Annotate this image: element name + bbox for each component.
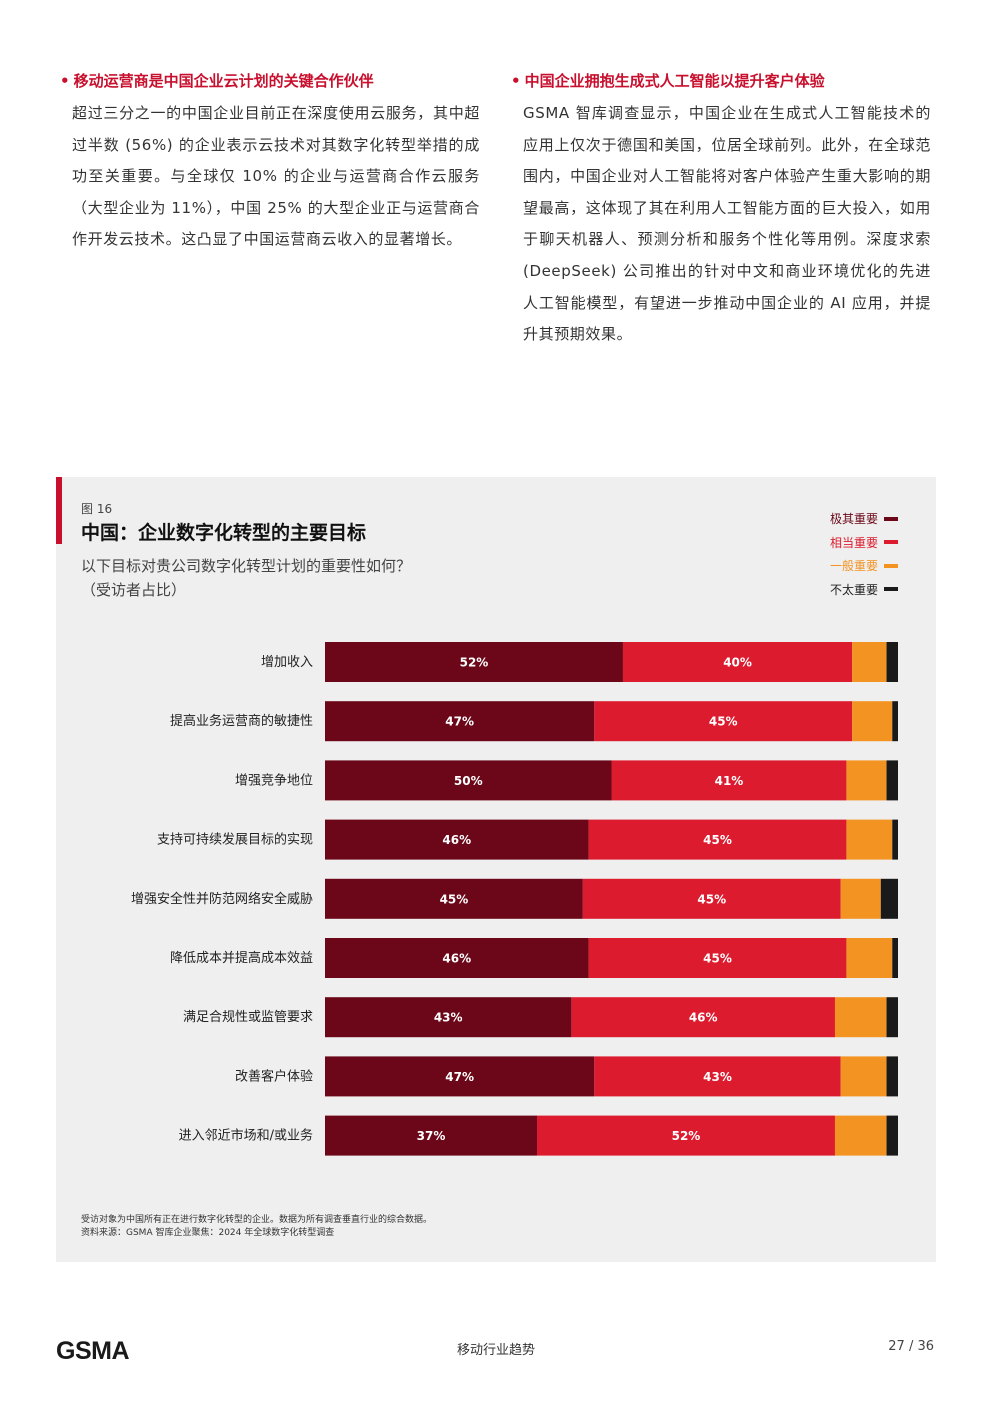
legend-label: 一般重要: [829, 559, 878, 574]
footer-title: 移动行业趋势: [456, 1343, 535, 1358]
data-label: 43%: [703, 1070, 732, 1084]
data-label: 52%: [460, 656, 489, 670]
bar-segment: [537, 1115, 835, 1156]
bar-segment: [892, 938, 898, 978]
legend-label: 不太重要: [829, 582, 878, 597]
bar-segment: [892, 701, 898, 742]
legend-label: 相当重要: [829, 535, 878, 550]
bar-segment: [886, 997, 898, 1038]
data-label: 50%: [454, 774, 483, 788]
data-label: 52%: [672, 1129, 701, 1143]
right-body: GSMA 智库调查显示，中国企业在生成式人工智能技术的应用上仅次于德国和美国，位…: [523, 104, 931, 344]
bar-segment: [886, 642, 898, 682]
data-label: 47%: [445, 1070, 474, 1084]
figure-subtitle-line1: 以下目标对贵公司数字化转型计划的重要性如何？: [81, 557, 412, 575]
bar-segment: [325, 878, 583, 919]
data-label: 47%: [445, 715, 474, 729]
category-label: 降低成本并提高成本效益: [170, 950, 313, 966]
bar-segment: [834, 1115, 887, 1156]
gsma-logo: GSMA: [56, 1338, 130, 1362]
bar-segment: [852, 701, 893, 742]
bar-segment: [840, 878, 881, 919]
figure-footnote: 受访对象为中国所有正在进行数字化转型的企业。数据为所有调查垂直行业的综合数据。 …: [81, 1214, 432, 1240]
bar-segment: [325, 760, 612, 801]
legend-label: 极其重要: [829, 512, 878, 527]
bar-segment: [582, 878, 841, 919]
data-label: 40%: [723, 656, 752, 670]
bar-segment: [325, 938, 589, 978]
bar-segment: [846, 938, 893, 978]
right-column: • 中国企业拥抱生成式人工智能以提升客户体验 GSMA 智库调查显示，中国企业在生…: [511, 70, 931, 351]
stacked-bar-chart: 增加收入 52% 40% 提高业务运营商的敏捷性 47% 45% 增强竞争地位 50% 41% 支…: [131, 642, 898, 1156]
legend-item: 不太重要: [830, 578, 898, 602]
bar-segment: [840, 1056, 887, 1097]
figure-panel: 图 16 中国：企业数字化转型的主要目标 以下目标对贵公司数字化转型计划的重要性…: [56, 477, 936, 1262]
legend-item: 极其重要: [830, 507, 898, 531]
figure-number: 图 16: [81, 502, 113, 516]
left-heading: • 移动运营商是中国企业云计划的关键合作伙伴: [60, 72, 374, 90]
legend-item: 一般重要: [830, 554, 898, 578]
bar-segment: [611, 760, 847, 801]
data-label: 45%: [703, 833, 732, 847]
category-label: 提高业务运营商的敏捷性: [170, 713, 313, 729]
bar-segment: [892, 819, 898, 860]
bar-segment: [886, 1056, 898, 1097]
bar-segment: [325, 997, 572, 1038]
bar-segment: [886, 1115, 898, 1156]
footnote-line1: 受访对象为中国所有正在进行数字化转型的企业。数据为所有调查垂直行业的综合数据。: [81, 1215, 433, 1225]
bullet: •: [511, 72, 521, 90]
left-column: • 移动运营商是中国企业云计划的关键合作伙伴 超过三分之一的中国企业目前正在深度使…: [60, 70, 480, 256]
data-label: 46%: [442, 833, 471, 847]
figure-accent-bar: [56, 477, 62, 544]
bar-segment: [588, 819, 847, 860]
legend-item: 相当重要: [830, 531, 898, 555]
bar-segment: [852, 642, 887, 682]
figure-title: 中国：企业数字化转型的主要目标: [81, 522, 367, 544]
bar-segment: [834, 997, 887, 1038]
data-label: 45%: [709, 715, 738, 729]
bar-segment: [325, 819, 589, 860]
data-label: 46%: [442, 952, 471, 966]
figure-subtitle-line2: （受访者占比）: [81, 581, 187, 599]
bar-segment: [594, 1056, 841, 1097]
category-label: 增强竞争地位: [235, 772, 313, 788]
figure-subtitle: 以下目标对贵公司数字化转型计划的重要性如何？ （受访者占比）: [81, 554, 501, 602]
category-label: 进入邻近市场和/或业务: [179, 1128, 313, 1144]
right-heading: • 中国企业拥抱生成式人工智能以提升客户体验: [511, 72, 825, 90]
left-body: 超过三分之一的中国企业目前正在深度使用云服务，其中超过半数 (56%) 的企业表…: [72, 104, 480, 249]
bar-segment: [622, 642, 853, 682]
bullet: •: [60, 72, 70, 90]
bar-segment: [325, 701, 595, 742]
data-label: 45%: [703, 952, 732, 966]
legend-swatch: [884, 540, 898, 545]
bar-segment: [588, 938, 847, 978]
bar-segment: [571, 997, 835, 1038]
bar-segment: [846, 760, 887, 801]
data-label: 43%: [434, 1011, 463, 1025]
bar-segment: [886, 760, 898, 801]
category-label: 满足合规性或监管要求: [183, 1010, 313, 1025]
legend-swatch: [884, 587, 898, 592]
bar-segment: [594, 701, 853, 742]
legend-swatch: [884, 516, 898, 521]
category-label: 增强安全性并防范网络安全威胁: [131, 891, 313, 907]
page-number: 27 / 36: [888, 1339, 934, 1354]
data-label: 45%: [697, 892, 726, 906]
bar-segment: [880, 878, 898, 919]
legend-swatch: [884, 563, 898, 568]
bar-segment: [846, 819, 893, 860]
bar-segment: [325, 1056, 595, 1097]
data-label: 41%: [715, 774, 744, 788]
category-label: 增加收入: [261, 655, 313, 670]
category-label: 改善客户体验: [235, 1068, 313, 1084]
bar-segment: [325, 642, 623, 682]
chart-legend: 极其重要相当重要一般重要不太重要: [830, 507, 898, 601]
bar-segment: [325, 1115, 538, 1156]
svg-text:GSMA: GSMA: [56, 1338, 129, 1362]
data-label: 45%: [440, 892, 469, 906]
footnote-source: 资料来源：GSMA 智库企业聚焦：2024 年全球数字化转型调查: [81, 1228, 335, 1238]
data-label: 37%: [417, 1129, 446, 1143]
data-label: 46%: [689, 1011, 718, 1025]
category-label: 支持可持续发展目标的实现: [157, 832, 313, 848]
